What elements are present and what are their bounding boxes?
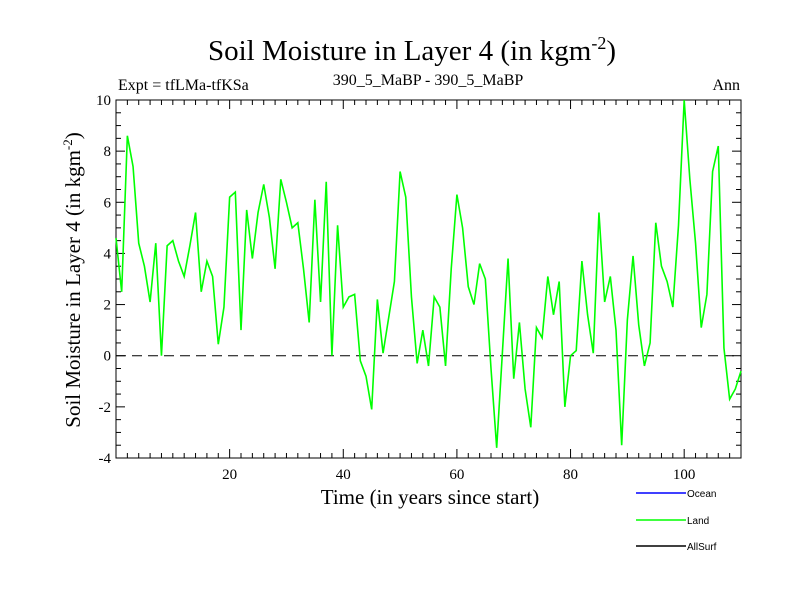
subtitle-experiment: Expt = tfLMa-tfKSa bbox=[118, 77, 249, 94]
series-line-land bbox=[115, 99, 742, 448]
y-axis-label: Soil Moisture in Layer 4 (in kgm-2) bbox=[60, 132, 85, 427]
y-tick-label: -4 bbox=[99, 451, 112, 467]
y-tick-label: 10 bbox=[96, 93, 111, 109]
y-tick-label: 6 bbox=[104, 195, 112, 211]
chart-title: Soil Moisture in Layer 4 (in kgm-2) bbox=[208, 33, 616, 67]
subtitle-period: 390_5_MaBP - 390_5_MaBP bbox=[333, 72, 524, 89]
legend-label-ocean: Ocean bbox=[687, 489, 716, 500]
y-tick-label: 0 bbox=[104, 349, 112, 365]
plot-frame bbox=[115, 99, 742, 459]
x-tick-label: 40 bbox=[336, 467, 351, 483]
x-tick-label: 60 bbox=[449, 467, 464, 483]
x-tick-label: 100 bbox=[673, 467, 696, 483]
y-tick-label: 8 bbox=[104, 144, 112, 160]
legend-label-land: Land bbox=[687, 516, 709, 527]
x-tick-label: 80 bbox=[563, 467, 578, 483]
axis-ticks: 20 40 60 80 100 -4 -2 0 2 4 6 8 10 bbox=[96, 93, 741, 483]
y-tick-label: 4 bbox=[104, 246, 112, 262]
y-tick-label: 2 bbox=[104, 298, 112, 314]
series-group bbox=[115, 99, 742, 448]
subtitle-season: Ann bbox=[712, 77, 740, 94]
y-tick-label: -2 bbox=[99, 400, 112, 416]
x-tick-label: 20 bbox=[222, 467, 237, 483]
y-axis-label-superscript: -2 bbox=[60, 139, 75, 150]
chart-title-suffix: ) bbox=[606, 35, 616, 67]
y-axis-label-suffix: ) bbox=[61, 132, 85, 139]
chart-title-superscript: -2 bbox=[591, 33, 606, 53]
legend-label-allsurf: AllSurf bbox=[687, 542, 717, 553]
x-axis-label: Time (in years since start) bbox=[321, 485, 540, 509]
legend: Ocean Land AllSurf bbox=[636, 489, 717, 553]
